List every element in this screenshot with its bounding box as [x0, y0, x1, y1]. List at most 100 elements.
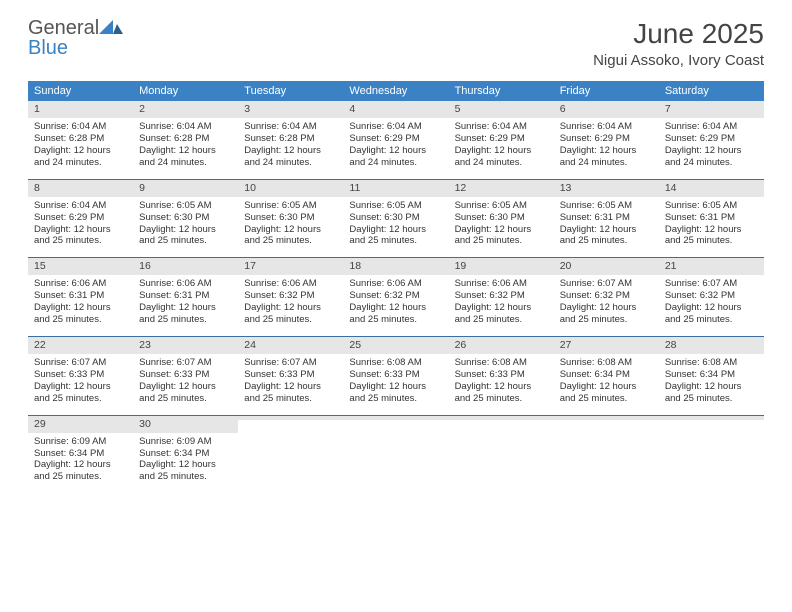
dow-tuesday: Tuesday	[238, 81, 343, 101]
day-number: 21	[659, 258, 764, 275]
day-body: Sunrise: 6:07 AMSunset: 6:32 PMDaylight:…	[554, 275, 659, 326]
sunrise-text: Sunrise: 6:05 AM	[560, 200, 653, 212]
day-body: Sunrise: 6:04 AMSunset: 6:29 PMDaylight:…	[554, 118, 659, 169]
dow-wednesday: Wednesday	[343, 81, 448, 101]
day-body: Sunrise: 6:05 AMSunset: 6:30 PMDaylight:…	[343, 197, 448, 248]
daylight-text: Daylight: 12 hours and 25 minutes.	[34, 302, 127, 326]
daylight-text: Daylight: 12 hours and 25 minutes.	[139, 459, 232, 483]
daylight-text: Daylight: 12 hours and 25 minutes.	[665, 224, 758, 248]
logo-word1: General	[28, 17, 99, 39]
day-body: Sunrise: 6:04 AMSunset: 6:29 PMDaylight:…	[659, 118, 764, 169]
day-body: Sunrise: 6:06 AMSunset: 6:32 PMDaylight:…	[449, 275, 554, 326]
sunset-text: Sunset: 6:28 PM	[139, 133, 232, 145]
day-cell: 3Sunrise: 6:04 AMSunset: 6:28 PMDaylight…	[238, 101, 343, 173]
day-cell: 27Sunrise: 6:08 AMSunset: 6:34 PMDayligh…	[554, 337, 659, 409]
daylight-text: Daylight: 12 hours and 25 minutes.	[455, 381, 548, 405]
day-number: 26	[449, 337, 554, 354]
day-body: Sunrise: 6:04 AMSunset: 6:28 PMDaylight:…	[238, 118, 343, 169]
day-body: Sunrise: 6:09 AMSunset: 6:34 PMDaylight:…	[133, 433, 238, 484]
day-number: 4	[343, 101, 448, 118]
sunset-text: Sunset: 6:28 PM	[34, 133, 127, 145]
day-body: Sunrise: 6:07 AMSunset: 6:33 PMDaylight:…	[238, 354, 343, 405]
day-cell: 19Sunrise: 6:06 AMSunset: 6:32 PMDayligh…	[449, 258, 554, 330]
sunrise-text: Sunrise: 6:06 AM	[455, 278, 548, 290]
day-body: Sunrise: 6:07 AMSunset: 6:33 PMDaylight:…	[28, 354, 133, 405]
sunset-text: Sunset: 6:32 PM	[244, 290, 337, 302]
daylight-text: Daylight: 12 hours and 25 minutes.	[139, 302, 232, 326]
day-number: 6	[554, 101, 659, 118]
day-body: Sunrise: 6:09 AMSunset: 6:34 PMDaylight:…	[28, 433, 133, 484]
sunrise-text: Sunrise: 6:09 AM	[139, 436, 232, 448]
day-body: Sunrise: 6:06 AMSunset: 6:32 PMDaylight:…	[343, 275, 448, 326]
day-cell: 4Sunrise: 6:04 AMSunset: 6:29 PMDaylight…	[343, 101, 448, 173]
sunset-text: Sunset: 6:32 PM	[560, 290, 653, 302]
day-cell: 1Sunrise: 6:04 AMSunset: 6:28 PMDaylight…	[28, 101, 133, 173]
day-cell: 18Sunrise: 6:06 AMSunset: 6:32 PMDayligh…	[343, 258, 448, 330]
dow-monday: Monday	[133, 81, 238, 101]
day-body: Sunrise: 6:08 AMSunset: 6:33 PMDaylight:…	[449, 354, 554, 405]
day-number: 14	[659, 180, 764, 197]
day-cell: 29Sunrise: 6:09 AMSunset: 6:34 PMDayligh…	[28, 416, 133, 488]
sunset-text: Sunset: 6:30 PM	[349, 212, 442, 224]
sunrise-text: Sunrise: 6:07 AM	[560, 278, 653, 290]
day-body	[238, 420, 343, 468]
day-body: Sunrise: 6:07 AMSunset: 6:33 PMDaylight:…	[133, 354, 238, 405]
day-body	[343, 420, 448, 468]
daylight-text: Daylight: 12 hours and 24 minutes.	[665, 145, 758, 169]
dow-sunday: Sunday	[28, 81, 133, 101]
sunset-text: Sunset: 6:29 PM	[560, 133, 653, 145]
sunset-text: Sunset: 6:29 PM	[665, 133, 758, 145]
sunset-text: Sunset: 6:29 PM	[455, 133, 548, 145]
daylight-text: Daylight: 12 hours and 25 minutes.	[349, 302, 442, 326]
sunset-text: Sunset: 6:32 PM	[665, 290, 758, 302]
day-cell: 8Sunrise: 6:04 AMSunset: 6:29 PMDaylight…	[28, 180, 133, 252]
daylight-text: Daylight: 12 hours and 24 minutes.	[455, 145, 548, 169]
day-cell: 9Sunrise: 6:05 AMSunset: 6:30 PMDaylight…	[133, 180, 238, 252]
daylight-text: Daylight: 12 hours and 25 minutes.	[349, 381, 442, 405]
day-body: Sunrise: 6:08 AMSunset: 6:34 PMDaylight:…	[554, 354, 659, 405]
week-row: 1Sunrise: 6:04 AMSunset: 6:28 PMDaylight…	[28, 101, 764, 173]
week-row: 22Sunrise: 6:07 AMSunset: 6:33 PMDayligh…	[28, 336, 764, 409]
day-number: 15	[28, 258, 133, 275]
day-number: 9	[133, 180, 238, 197]
daylight-text: Daylight: 12 hours and 25 minutes.	[244, 302, 337, 326]
daylight-text: Daylight: 12 hours and 24 minutes.	[139, 145, 232, 169]
week-row: 8Sunrise: 6:04 AMSunset: 6:29 PMDaylight…	[28, 179, 764, 252]
day-cell: 15Sunrise: 6:06 AMSunset: 6:31 PMDayligh…	[28, 258, 133, 330]
daylight-text: Daylight: 12 hours and 25 minutes.	[560, 302, 653, 326]
day-body: Sunrise: 6:08 AMSunset: 6:33 PMDaylight:…	[343, 354, 448, 405]
day-number: 2	[133, 101, 238, 118]
day-body: Sunrise: 6:08 AMSunset: 6:34 PMDaylight:…	[659, 354, 764, 405]
day-number: 24	[238, 337, 343, 354]
day-number: 18	[343, 258, 448, 275]
daylight-text: Daylight: 12 hours and 24 minutes.	[349, 145, 442, 169]
day-cell: 24Sunrise: 6:07 AMSunset: 6:33 PMDayligh…	[238, 337, 343, 409]
daylight-text: Daylight: 12 hours and 25 minutes.	[244, 381, 337, 405]
sunset-text: Sunset: 6:33 PM	[455, 369, 548, 381]
daylight-text: Daylight: 12 hours and 25 minutes.	[34, 224, 127, 248]
sunset-text: Sunset: 6:29 PM	[349, 133, 442, 145]
daylight-text: Daylight: 12 hours and 25 minutes.	[665, 381, 758, 405]
day-body: Sunrise: 6:06 AMSunset: 6:31 PMDaylight:…	[28, 275, 133, 326]
logo-mark-icon	[99, 18, 123, 34]
day-number: 19	[449, 258, 554, 275]
day-number: 28	[659, 337, 764, 354]
sunrise-text: Sunrise: 6:06 AM	[34, 278, 127, 290]
logo-text: General Blue	[28, 18, 123, 58]
day-number: 16	[133, 258, 238, 275]
day-number: 8	[28, 180, 133, 197]
sunset-text: Sunset: 6:28 PM	[244, 133, 337, 145]
day-body	[449, 420, 554, 468]
sunset-text: Sunset: 6:31 PM	[560, 212, 653, 224]
sunrise-text: Sunrise: 6:06 AM	[244, 278, 337, 290]
sunset-text: Sunset: 6:32 PM	[455, 290, 548, 302]
day-cell: 26Sunrise: 6:08 AMSunset: 6:33 PMDayligh…	[449, 337, 554, 409]
sunrise-text: Sunrise: 6:04 AM	[139, 121, 232, 133]
sunset-text: Sunset: 6:30 PM	[244, 212, 337, 224]
sunrise-text: Sunrise: 6:08 AM	[560, 357, 653, 369]
daylight-text: Daylight: 12 hours and 25 minutes.	[34, 459, 127, 483]
week-row: 29Sunrise: 6:09 AMSunset: 6:34 PMDayligh…	[28, 415, 764, 488]
day-body	[554, 420, 659, 468]
day-cell: 5Sunrise: 6:04 AMSunset: 6:29 PMDaylight…	[449, 101, 554, 173]
sunrise-text: Sunrise: 6:06 AM	[139, 278, 232, 290]
